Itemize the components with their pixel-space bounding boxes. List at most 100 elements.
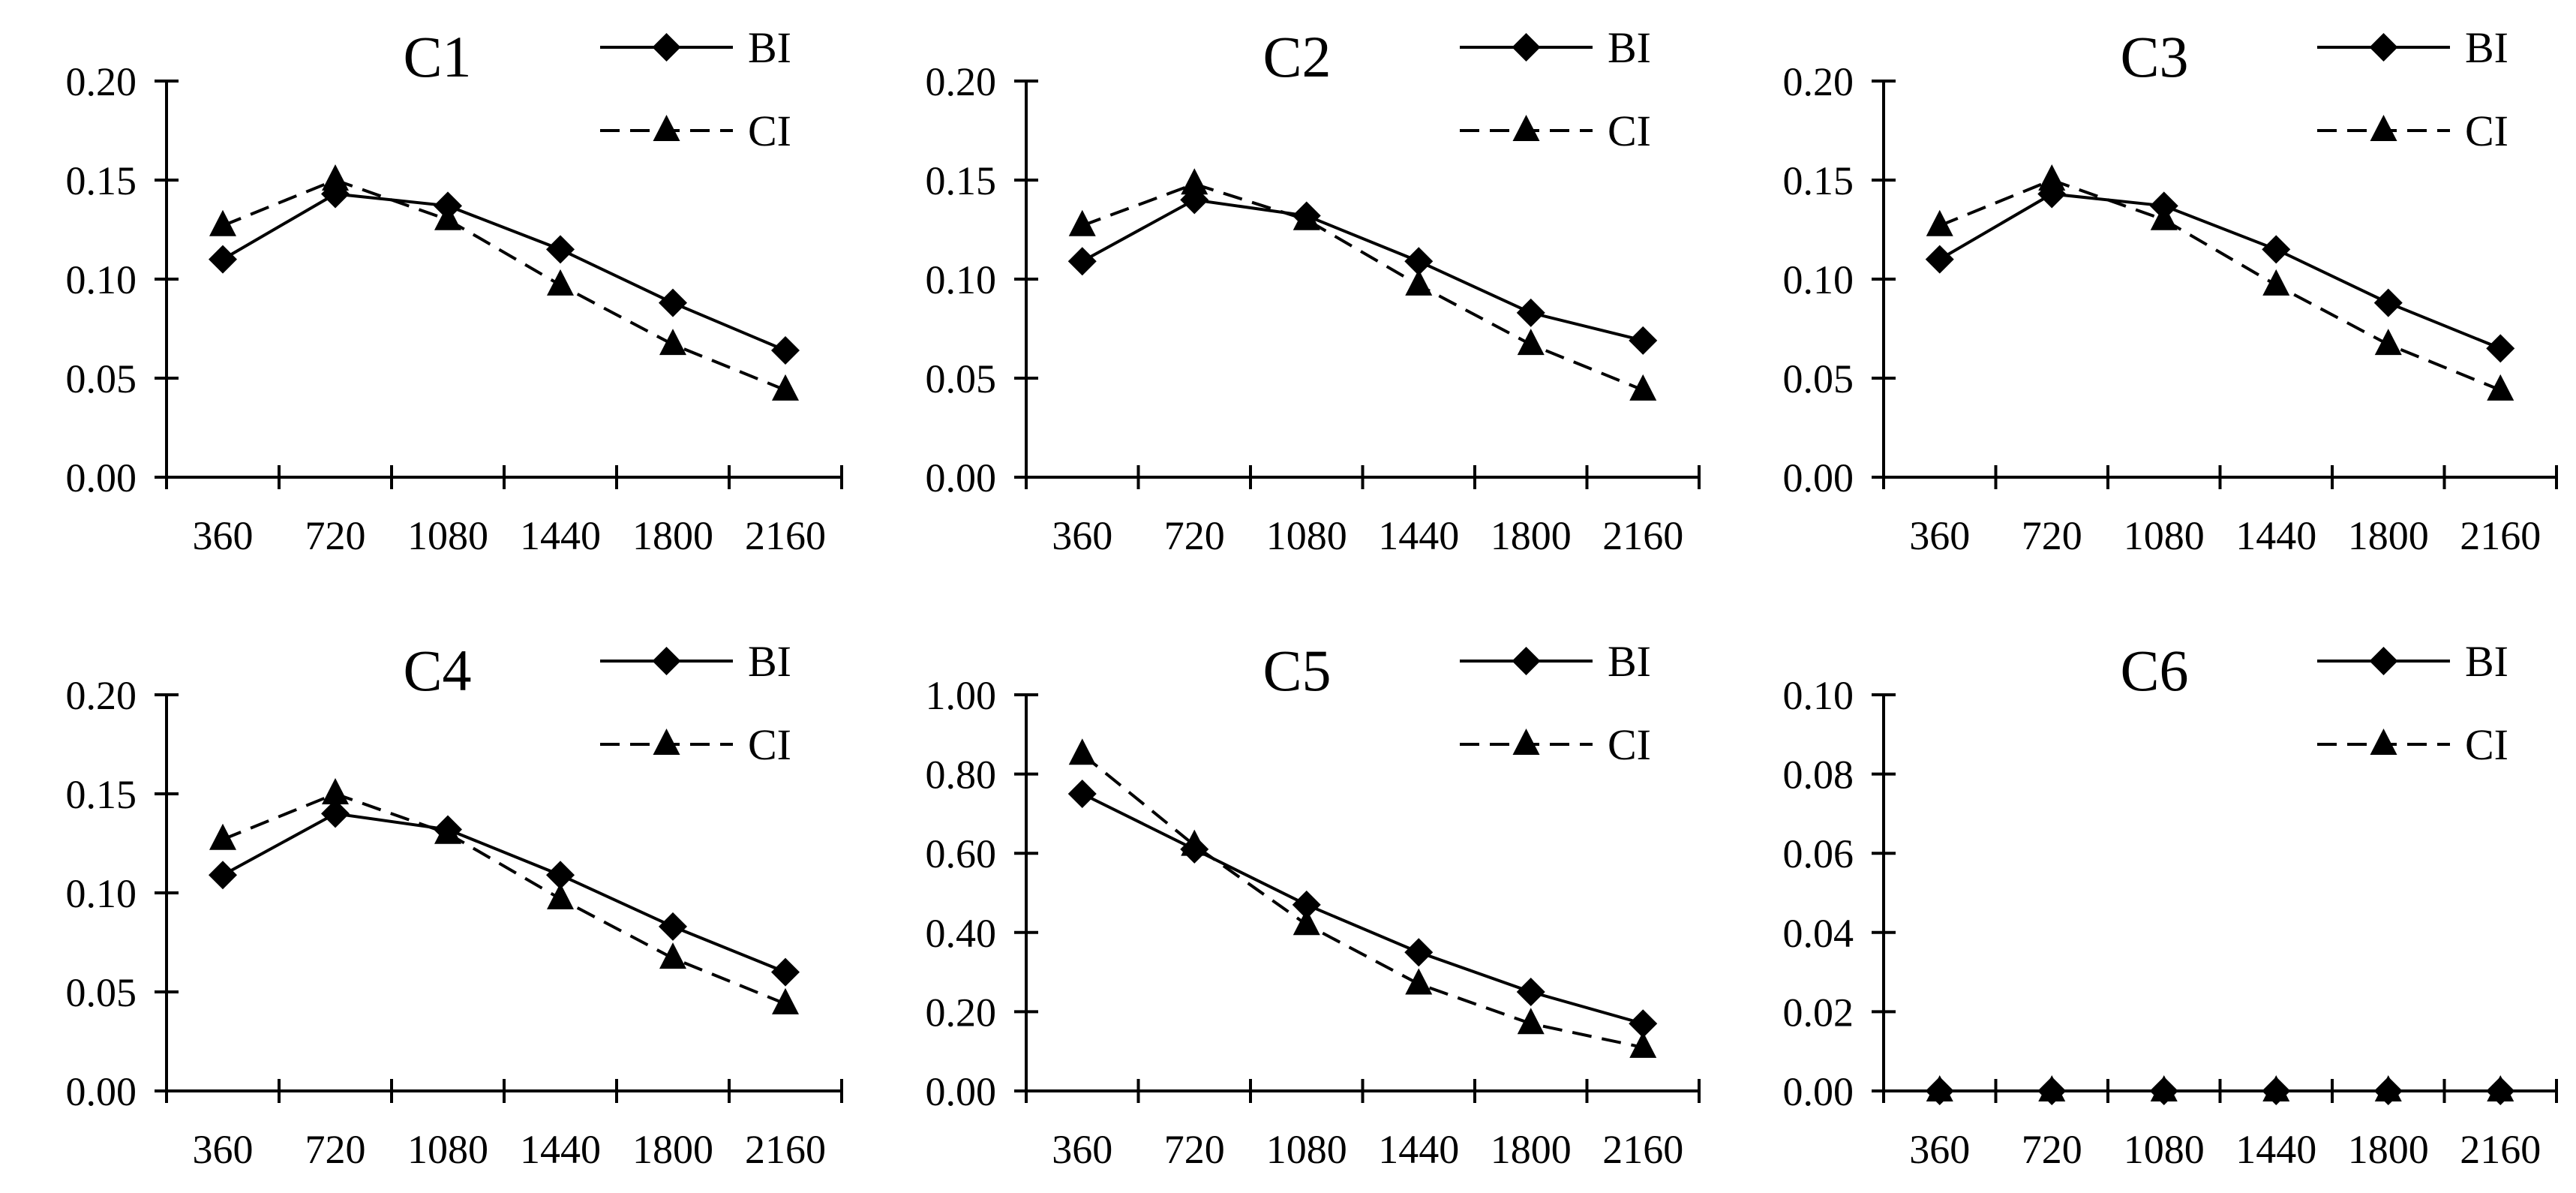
x-tick-label: 1440	[520, 1127, 601, 1172]
chart-panel-c4: 0.00 0.05 0.10 0.15 0.20 360 720 1080 1440 1800 21…	[66, 637, 843, 1172]
chart-title: C5	[1262, 638, 1331, 703]
x-tick-label: 1440	[1378, 513, 1459, 558]
legend-label-ci: CI	[1608, 107, 1651, 155]
series-line-bi	[222, 812, 786, 974]
y-tick-label: 0.80	[926, 753, 997, 798]
data-point-bi	[321, 179, 350, 209]
chart-title: C1	[403, 24, 471, 89]
data-point-bi	[1067, 247, 1097, 276]
series-line-bi	[1938, 192, 2502, 350]
legend-label-ci: CI	[1608, 720, 1651, 769]
data-point-ci	[1068, 209, 1096, 236]
legend-label-bi: BI	[1608, 637, 1651, 686]
data-point-bi	[2486, 334, 2515, 363]
y-tick-label: 0.10	[66, 871, 137, 916]
series-line-bi	[1081, 198, 1644, 342]
data-point-bi	[546, 861, 575, 890]
y-tick-label: 0.00	[66, 455, 137, 500]
data-point-ci	[2374, 329, 2402, 356]
chart-panel-c6: 0.00 0.02 0.04 0.06 0.08 0.10 360 720 1080 1440 18…	[1783, 637, 2558, 1172]
y-tick-label: 0.20	[926, 59, 997, 104]
data-point-ci	[2374, 1075, 2402, 1101]
data-point-bi	[1292, 890, 1321, 919]
x-tick-label: 360	[193, 1127, 254, 1172]
legend-marker-bi	[1512, 647, 1541, 675]
x-tick-label: 1800	[2348, 1127, 2429, 1172]
data-point-ci	[1181, 168, 1208, 195]
x-tick-label: 1440	[2235, 1127, 2316, 1172]
x-tick-label: 720	[2022, 513, 2082, 558]
x-tick-label: 1440	[520, 513, 601, 558]
y-tick-label: 0.05	[926, 356, 997, 401]
legend-label-bi: BI	[748, 637, 791, 686]
x-tick-label: 720	[2022, 1127, 2082, 1172]
series-line-bi	[221, 192, 786, 352]
y-tick-label: 0.08	[1783, 753, 1854, 798]
legend-label-ci: CI	[748, 720, 791, 769]
legend: BI CI	[1460, 637, 1651, 769]
data-point-ci	[2038, 1075, 2066, 1101]
data-point-ci	[1293, 909, 1320, 936]
chart-panel-c1: 0.00 0.05 0.10 0.15 0.20 360 720 1080 1440 1800 21…	[66, 23, 843, 558]
legend-marker-ci	[653, 729, 680, 755]
legend-label-bi: BI	[2465, 637, 2508, 686]
data-point-bi	[546, 235, 575, 264]
y-tick-label: 0.00	[926, 455, 997, 500]
data-point-ci	[547, 882, 574, 909]
y-tick-label: 0.00	[1783, 455, 1854, 500]
legend-marker-bi	[2369, 647, 2398, 675]
data-point-bi	[2262, 235, 2291, 264]
data-point-ci	[2487, 1075, 2514, 1101]
x-tick-label: 1800	[632, 513, 713, 558]
legend: BI CI	[1460, 23, 1651, 155]
data-point-ci	[1517, 1008, 1545, 1035]
legend: BI CI	[2317, 23, 2508, 155]
data-point-ci	[1629, 374, 1657, 401]
data-point-ci	[322, 164, 349, 191]
chart-title: C3	[2120, 24, 2188, 89]
y-tick-label: 0.00	[1783, 1069, 1854, 1114]
data-point-ci	[2262, 269, 2290, 296]
y-tick-label: 0.10	[66, 257, 137, 302]
y-tick-label: 0.20	[66, 59, 137, 104]
y-tick-label: 0.40	[926, 911, 997, 956]
y-tick-label: 0.15	[66, 158, 137, 203]
chart-title: C4	[403, 638, 471, 703]
data-point-bi	[1516, 298, 1545, 327]
legend-label-ci: CI	[748, 107, 791, 155]
y-tick-label: 0.04	[1783, 911, 1854, 956]
y-tick-label: 0.02	[1783, 990, 1854, 1035]
data-point-ci	[1405, 269, 1433, 296]
x-tick-label: 1080	[407, 513, 488, 558]
data-point-bi	[1925, 245, 1954, 274]
data-point-ci	[1405, 968, 1433, 995]
x-tick-label: 1800	[2348, 513, 2429, 558]
data-point-bi	[1404, 247, 1434, 276]
legend-label-ci: CI	[2465, 107, 2508, 155]
y-tick-label: 0.10	[1783, 257, 1854, 302]
y-tick-label: 0.15	[926, 158, 997, 203]
data-point-bi	[1629, 326, 1658, 355]
x-tick-label: 2160	[1602, 513, 1683, 558]
y-tick-label: 0.10	[926, 257, 997, 302]
data-point-ci	[659, 329, 686, 356]
data-point-bi	[209, 861, 237, 890]
x-tick-label: 1800	[632, 1127, 713, 1172]
x-tick-label: 360	[1909, 513, 1970, 558]
data-point-ci	[1517, 329, 1545, 356]
data-point-ci	[1068, 738, 1096, 765]
x-tick-label: 2160	[745, 513, 826, 558]
y-tick-label: 0.05	[66, 356, 137, 401]
legend-label-bi: BI	[2465, 23, 2508, 72]
chart-panel-c5: 0.00 0.20 0.40 0.60 0.80 1.00 360 720 1080 1440 18…	[926, 637, 1701, 1172]
series-line-ci	[1082, 182, 1644, 392]
data-point-ci	[1181, 829, 1208, 856]
legend-marker-ci	[653, 115, 680, 141]
data-point-ci	[1293, 203, 1320, 230]
x-tick-label: 720	[1164, 513, 1225, 558]
x-tick-label: 360	[1909, 1127, 1970, 1172]
series-line-ci	[1938, 178, 2502, 392]
data-point-ci	[1926, 1075, 1953, 1101]
y-tick-label: 0.06	[1783, 831, 1854, 876]
